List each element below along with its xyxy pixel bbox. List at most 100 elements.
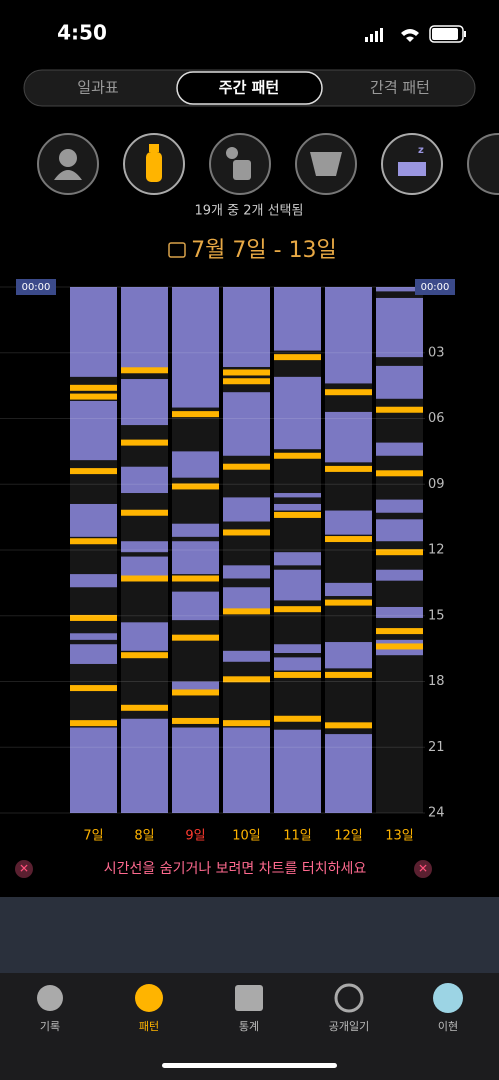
sleep-block: [172, 681, 219, 691]
sleep-block: [172, 541, 219, 575]
feed-mark: [325, 722, 372, 729]
nav-label[interactable]: 패턴: [139, 1020, 159, 1033]
feed-mark: [121, 439, 168, 446]
feed-mark: [121, 367, 168, 374]
feed-mark: [172, 483, 219, 490]
feed-mark: [121, 509, 168, 516]
feed-mark: [70, 468, 117, 475]
sleep-block: [172, 451, 219, 478]
sleep-block: [376, 287, 423, 292]
y-tick-label: 09: [428, 477, 445, 492]
feed-mark: [172, 575, 219, 582]
feed-mark: [70, 384, 117, 391]
feed-mark: [223, 369, 270, 376]
feed-mark: [376, 549, 423, 556]
feed-mark: [121, 704, 168, 711]
sleep-block: [70, 503, 117, 537]
close-right[interactable]: [414, 860, 432, 878]
feed-mark: [274, 452, 321, 459]
sleep-block: [223, 727, 270, 813]
sleep-block: [376, 442, 423, 456]
sleep-block: [325, 734, 372, 813]
tick-badge: [16, 279, 56, 295]
sleep-block: [274, 503, 321, 511]
day-label[interactable]: 8일: [134, 829, 154, 844]
sleep-block: [70, 574, 117, 588]
sleep-block: [274, 552, 321, 566]
sleep-block: [223, 497, 270, 522]
sleep-block: [223, 650, 270, 662]
tab-selected-bg: [176, 71, 323, 105]
sleep-block: [223, 287, 270, 367]
sleep-block: [172, 287, 219, 408]
sleep-block: [274, 376, 321, 450]
nav-label[interactable]: 공개일기: [329, 1019, 369, 1033]
sleep-block: [223, 587, 270, 610]
sleep-block: [274, 657, 321, 671]
sleep-block: [121, 287, 168, 369]
sleep-block: [376, 365, 423, 399]
date-range[interactable]: 7월 7일 - 13일: [191, 238, 337, 263]
day-label[interactable]: 10일: [232, 829, 261, 844]
feed-mark: [70, 685, 117, 692]
sleep-block: [70, 400, 117, 461]
sleep-block: [70, 287, 117, 377]
feed-mark: [274, 715, 321, 722]
feed-mark: [223, 463, 270, 470]
day-label[interactable]: 13일: [385, 829, 414, 844]
feed-mark: [223, 676, 270, 683]
sleep-block: [121, 541, 168, 553]
sleep-block: [172, 523, 219, 537]
feed-mark: [172, 717, 219, 724]
tab[interactable]: 간격 패턴: [370, 79, 430, 97]
nav-label[interactable]: 기록: [40, 1020, 60, 1033]
feed-mark: [325, 599, 372, 606]
feed-mark: [376, 470, 423, 477]
sleep-block: [376, 569, 423, 581]
sleep-block: [223, 565, 270, 579]
nav-label[interactable]: 통계: [239, 1020, 259, 1033]
sleep-block: [325, 411, 372, 463]
feed-mark: [70, 720, 117, 727]
y-tick-label: 24: [428, 806, 445, 821]
sleep-block: [172, 591, 219, 621]
y-tick-label: 15: [428, 608, 445, 623]
sleep-block: [70, 644, 117, 664]
day-label[interactable]: 11일: [283, 829, 312, 844]
y-tick-label: 00:00: [22, 282, 51, 293]
feed-mark: [70, 614, 117, 621]
feed-mark: [172, 689, 219, 696]
day-label[interactable]: 7일: [83, 829, 103, 844]
svg-text:z: z: [418, 145, 424, 156]
sleep-block: [274, 729, 321, 813]
feed-mark: [223, 720, 270, 727]
tab[interactable]: 일과표: [77, 79, 119, 97]
day-label[interactable]: 9일: [185, 829, 205, 844]
sleep-block: [274, 493, 321, 498]
y-tick-label: 21: [428, 740, 445, 755]
sleep-block: [325, 287, 372, 384]
chart[interactable]: 7일 8일 9일 10일 11일 12일 13일 00:00 00:00 03 06 09 12 15 18…: [0, 279, 455, 844]
feed-mark: [70, 538, 117, 545]
feed-mark: [376, 406, 423, 413]
day-label[interactable]: 12일: [334, 829, 363, 844]
feed-mark: [376, 643, 423, 650]
sleep-block: [376, 519, 423, 542]
ad-area: [0, 897, 499, 973]
sleep-block: [121, 556, 168, 577]
feed-mark: [172, 634, 219, 641]
selection-caption: 19개 중 2개 선택됨: [195, 204, 304, 219]
tab[interactable]: 주간 패턴: [219, 79, 279, 97]
filter-more[interactable]: [467, 133, 499, 195]
sleep-block: [274, 644, 321, 654]
nav-labels: 기록 패턴 통계 공개일기 이현: [40, 1019, 458, 1033]
feed-mark: [274, 606, 321, 613]
sleep-block: [325, 642, 372, 669]
sleep-block: [70, 633, 117, 640]
icon-glyphs: z: [54, 144, 426, 182]
close-left[interactable]: [15, 860, 33, 878]
sleep-block: [121, 379, 168, 426]
nav-label[interactable]: 이현: [438, 1020, 458, 1033]
hint: 시간선을 숨기거나 보려면 차트를 터치하세요: [104, 861, 367, 877]
